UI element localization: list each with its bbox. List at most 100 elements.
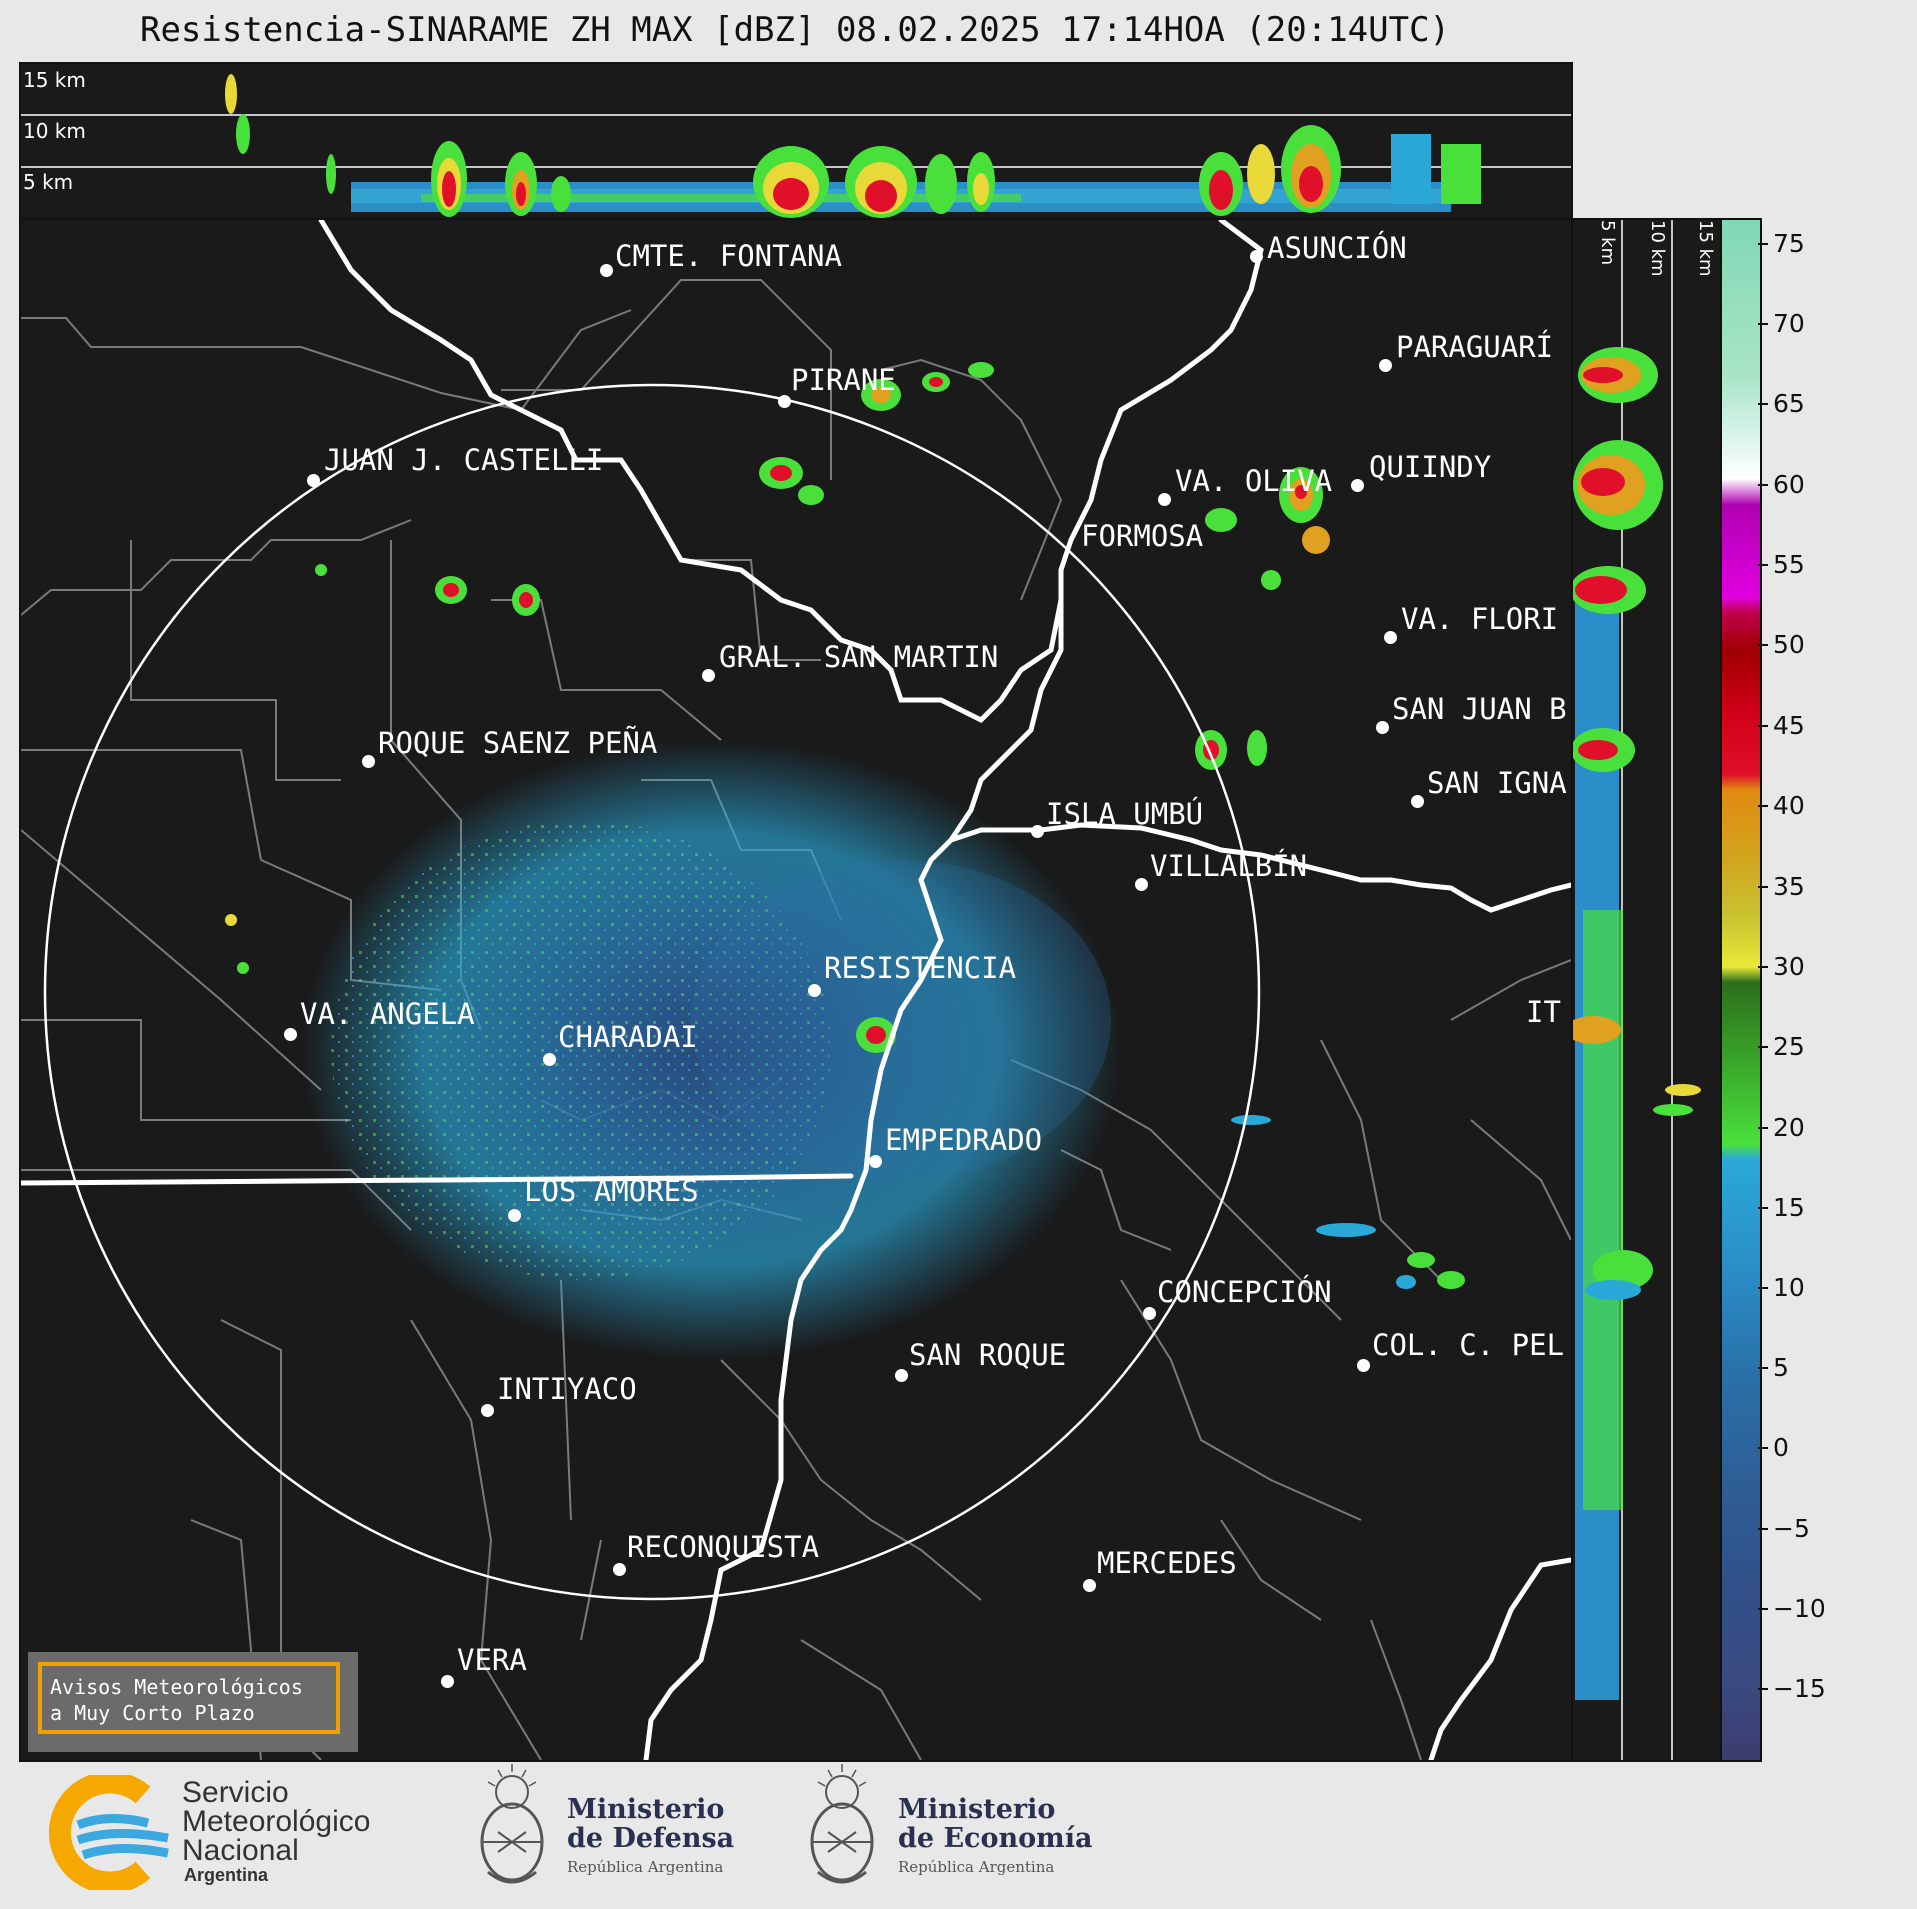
city-label-pirane: PIRANE [791,363,896,397]
smn-line-3: Nacional [182,1834,299,1867]
top-altitude-15km: 15 km [23,68,86,92]
cb-label-35: 35 [1773,872,1805,901]
economia-line-2: de Economía [898,1823,1093,1854]
city-label-villalbin: VILLALBÍN [1150,849,1308,883]
city-dot-resistencia [808,984,821,997]
city-dot-mercedes [1083,1579,1096,1592]
cb-label-20: 20 [1773,1113,1805,1142]
city-label-san-igna: SAN IGNA [1427,766,1567,800]
defensa-coat-of-arms-icon [480,1764,544,1884]
city-label-va-oliva: VA. OLIVA [1175,464,1333,498]
cb-label-minus5: −5 [1773,1514,1810,1543]
notice-line-2: a Muy Corto Plazo [50,1701,255,1725]
city-dot-concepcion [1143,1307,1156,1320]
city-label-vera: VERA [457,1643,527,1677]
city-dot-los-amores [508,1209,521,1222]
city-label-intiyaco: INTIYACO [497,1372,637,1406]
city-label-concepcion: CONCEPCIÓN [1157,1275,1332,1309]
north-south-cross-section: 15 km 10 km 5 km [19,62,1573,220]
west-east-cross-section: 5 km 10 km 15 km [1571,218,1723,1762]
colorbar-gradient [1722,220,1760,1760]
city-label-quiindy: QUIINDY [1369,450,1492,484]
city-label-it: IT [1526,995,1561,1029]
top-altitude-10km: 10 km [23,119,86,143]
cb-label-75: 75 [1773,229,1805,258]
city-label-empedrado: EMPEDRADO [885,1123,1043,1157]
city-label-asuncion: ASUNCIÓN [1267,231,1407,265]
city-label-roque-saenz-pena: ROQUE SAENZ PEÑA [378,726,658,760]
warnings-notice-frame: Avisos Meteorológicos a Muy Corto Plazo [38,1662,340,1734]
city-dot-san-igna [1411,795,1424,808]
cb-tick-65 [1758,403,1768,405]
city-dot-va-angela [284,1028,297,1041]
city-dot-quiindy [1351,479,1364,492]
smn-line-1: Servicio [182,1776,289,1809]
notice-line-1: Avisos Meteorológicos [50,1675,303,1699]
top-altitude-5km: 5 km [23,170,74,194]
smn-logo-icon [49,1775,169,1890]
cb-label-minus15: −15 [1773,1674,1826,1703]
city-label-formosa: FORMOSA [1081,519,1204,553]
cb-label-55: 55 [1773,550,1805,579]
city-dot-empedrado [869,1155,882,1168]
defensa-sub: República Argentina [567,1858,724,1876]
city-dot-paraguari [1379,359,1392,372]
city-dot-juan-j-castelli [307,474,320,487]
side-altitude-15km: 15 km [1695,220,1716,277]
smn-logo-text: Servicio Meteorológico Nacional [182,1776,370,1867]
city-dot-gral-san-martin [702,669,715,682]
city-dot-roque-saenz-pena [362,755,375,768]
side-altitude-5km: 5 km [1597,220,1618,266]
city-dot-pirane [778,395,791,408]
side-altitude-10km: 10 km [1647,220,1668,277]
cb-label-60: 60 [1773,470,1805,499]
cb-tick-55 [1758,564,1768,566]
cb-label-25: 25 [1773,1032,1805,1061]
cb-label-45: 45 [1773,711,1805,740]
economia-coat-of-arms-icon [810,1764,874,1884]
cb-tick-60 [1758,484,1768,486]
city-label-va-flori: VA. FLORI [1401,602,1559,636]
city-dot-va-oliva [1158,493,1171,506]
cb-tick-20 [1758,1127,1768,1129]
cb-tick-50 [1758,644,1768,646]
cb-tick-70 [1758,323,1768,325]
radar-map-svg [21,220,1571,1760]
cb-label-65: 65 [1773,389,1805,418]
defensa-line-1: Ministerio [567,1794,725,1825]
cb-tick-45 [1758,725,1768,727]
defensa-title: Ministerio de Defensa [567,1795,734,1853]
cb-tick-5 [1758,1367,1768,1369]
city-label-san-roque: SAN ROQUE [909,1338,1067,1372]
dbz-colorbar [1720,218,1762,1762]
cb-tick-10 [1758,1287,1768,1289]
city-dot-col-c-pel [1357,1359,1370,1372]
economia-title: Ministerio de Economía [898,1795,1092,1853]
economia-sub: República Argentina [898,1858,1055,1876]
radar-map: CMTE. FONTANA ASUNCIÓN PARAGUARÍ PIRANE … [19,218,1573,1762]
smn-country: Argentina [184,1865,269,1885]
cb-tick-minus10 [1758,1608,1768,1610]
cb-tick-30 [1758,966,1768,968]
map-title: Resistencia-SINARAME ZH MAX [dBZ] 08.02.… [139,10,1451,50]
city-label-charadai: CHARADAI [558,1020,698,1054]
cb-tick-15 [1758,1207,1768,1209]
cb-label-30: 30 [1773,952,1805,981]
city-dot-villalbin [1135,878,1148,891]
warnings-notice-box: Avisos Meteorológicos a Muy Corto Plazo [28,1652,358,1752]
cb-tick-25 [1758,1046,1768,1048]
city-label-va-angela: VA. ANGELA [300,997,475,1031]
range-ring [43,383,1261,1601]
city-label-resistencia: RESISTENCIA [824,951,1017,985]
city-dot-vera [441,1675,454,1688]
city-dot-asuncion [1250,250,1263,263]
city-label-col-c-pel: COL. C. PEL [1372,1328,1565,1362]
cb-label-5: 5 [1773,1353,1789,1382]
cb-label-50: 50 [1773,630,1805,659]
cb-label-15: 15 [1773,1193,1805,1222]
city-dot-charadai [543,1053,556,1066]
cb-label-70: 70 [1773,309,1805,338]
cb-label-minus10: −10 [1773,1594,1826,1623]
city-label-san-juan-b: SAN JUAN B [1392,692,1567,726]
city-dot-san-juan-b [1376,721,1389,734]
